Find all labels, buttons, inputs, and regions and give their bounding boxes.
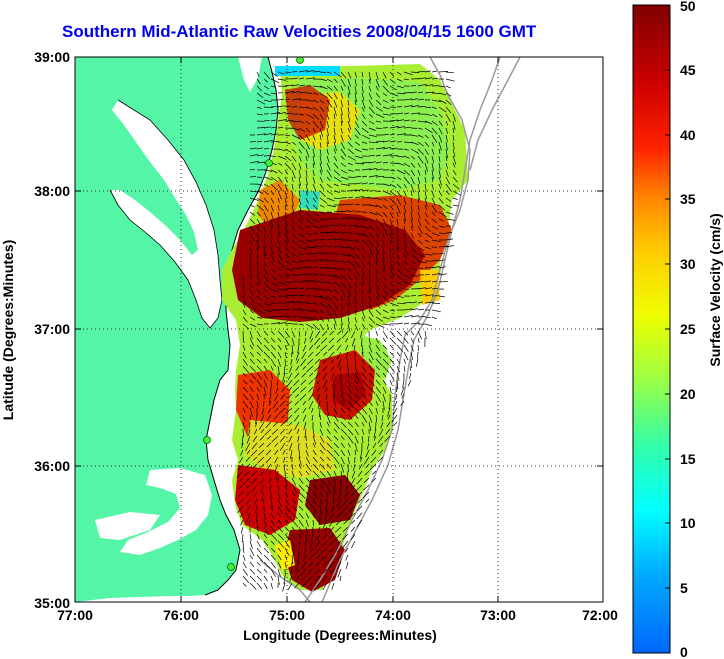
- delaware-bay: [238, 57, 262, 92]
- y-tick-label: 35:00: [34, 595, 70, 611]
- colorbar-tick-label: 20: [680, 386, 696, 402]
- bay-shoreline: [109, 99, 223, 329]
- y-tick-label: 36:00: [34, 458, 70, 474]
- current-vectors: [236, 69, 461, 592]
- colorbar-tick-label: 25: [680, 321, 696, 337]
- x-tick-label: 72:00: [582, 607, 618, 623]
- y-tick-label: 38:00: [34, 183, 70, 199]
- colorbar-tick-label: 35: [680, 191, 696, 207]
- colorbar: [632, 4, 671, 654]
- radar-site-marker: [227, 563, 235, 571]
- x-tick-label: 77:00: [57, 607, 93, 623]
- sound-water-2: [95, 512, 160, 540]
- colorbar-tick-label: 50: [680, 0, 696, 14]
- chesapeake-bay: [110, 100, 222, 328]
- bathymetry-contour: [304, 57, 471, 602]
- colorbar-tick-label: 40: [680, 127, 696, 143]
- radar-site-marker: [296, 57, 304, 64]
- map-title: Southern Mid-Atlantic Raw Velocities 200…: [62, 22, 537, 41]
- x-tick-label: 74:00: [375, 607, 411, 623]
- y-tick-label: 37:00: [34, 321, 70, 337]
- x-axis-label: Longitude (Degrees:Minutes): [243, 627, 437, 643]
- x-tick-label: 76:00: [163, 607, 199, 623]
- radar-site-marker: [265, 159, 273, 167]
- radar-sites: [203, 57, 304, 571]
- x-tick-label: 73:00: [480, 607, 516, 623]
- colorbar-ticks: [665, 69, 670, 589]
- sound-water: [120, 468, 212, 555]
- radar-site-marker: [203, 436, 211, 444]
- colorbar-tick-label: 5: [680, 580, 688, 596]
- colorbar-tick-label: 45: [680, 62, 696, 78]
- vector-arrows: [236, 69, 461, 592]
- land-mass: [75, 57, 278, 602]
- y-tick-label: 39:00: [34, 49, 70, 65]
- axis-tick-marks: [75, 57, 603, 602]
- colorbar-tick-label: 15: [680, 451, 696, 467]
- x-tick-label: 75:00: [269, 607, 305, 623]
- colorbar-label: Surface Velocity (cm/s): [707, 213, 723, 366]
- colorbar-tick-label: 10: [680, 515, 696, 531]
- grid: [75, 57, 603, 602]
- colorbar-tick-label: 30: [680, 256, 696, 272]
- colorbar-tick-label: 0: [680, 644, 688, 659]
- coastline: [204, 57, 279, 596]
- y-axis-label: Latitude (Degrees:Minutes): [0, 240, 16, 420]
